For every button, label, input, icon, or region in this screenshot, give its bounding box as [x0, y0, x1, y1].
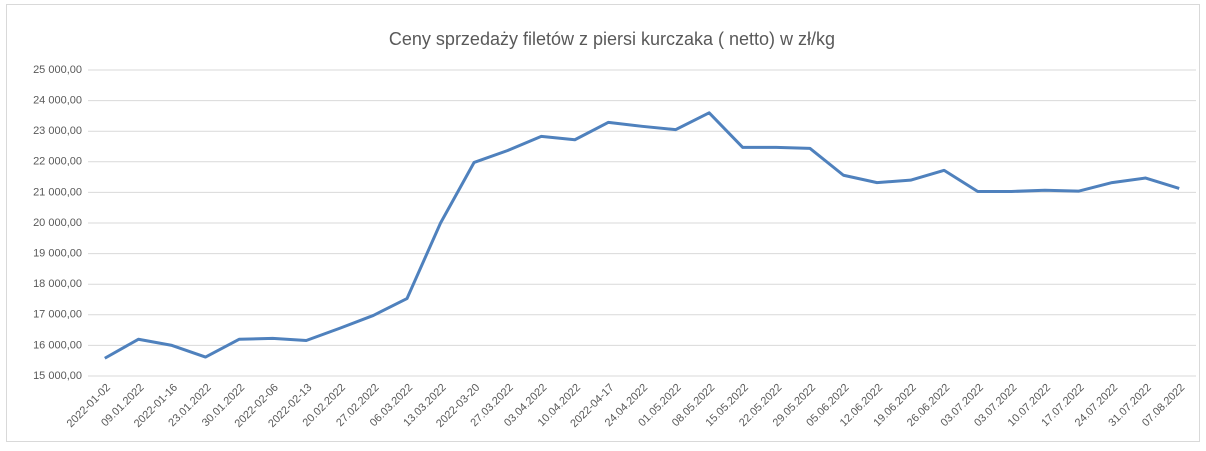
y-tick-label: 16 000,00 — [33, 339, 82, 351]
y-tick-label: 17 000,00 — [33, 309, 82, 321]
series-line — [104, 111, 1180, 360]
chart-title: Ceny sprzedaży filetów z piersi kurczaka… — [389, 29, 835, 49]
y-tick-label: 15 000,00 — [33, 370, 82, 382]
y-tick-label: 25 000,00 — [33, 64, 82, 76]
y-tick-label: 19 000,00 — [33, 248, 82, 260]
y-tick-label: 20 000,00 — [33, 217, 82, 229]
y-tick-label: 23 000,00 — [33, 125, 82, 137]
y-tick-label: 18 000,00 — [33, 278, 82, 290]
y-tick-label: 21 000,00 — [33, 186, 82, 198]
y-tick-label: 24 000,00 — [33, 95, 82, 107]
y-tick-label: 22 000,00 — [33, 156, 82, 168]
